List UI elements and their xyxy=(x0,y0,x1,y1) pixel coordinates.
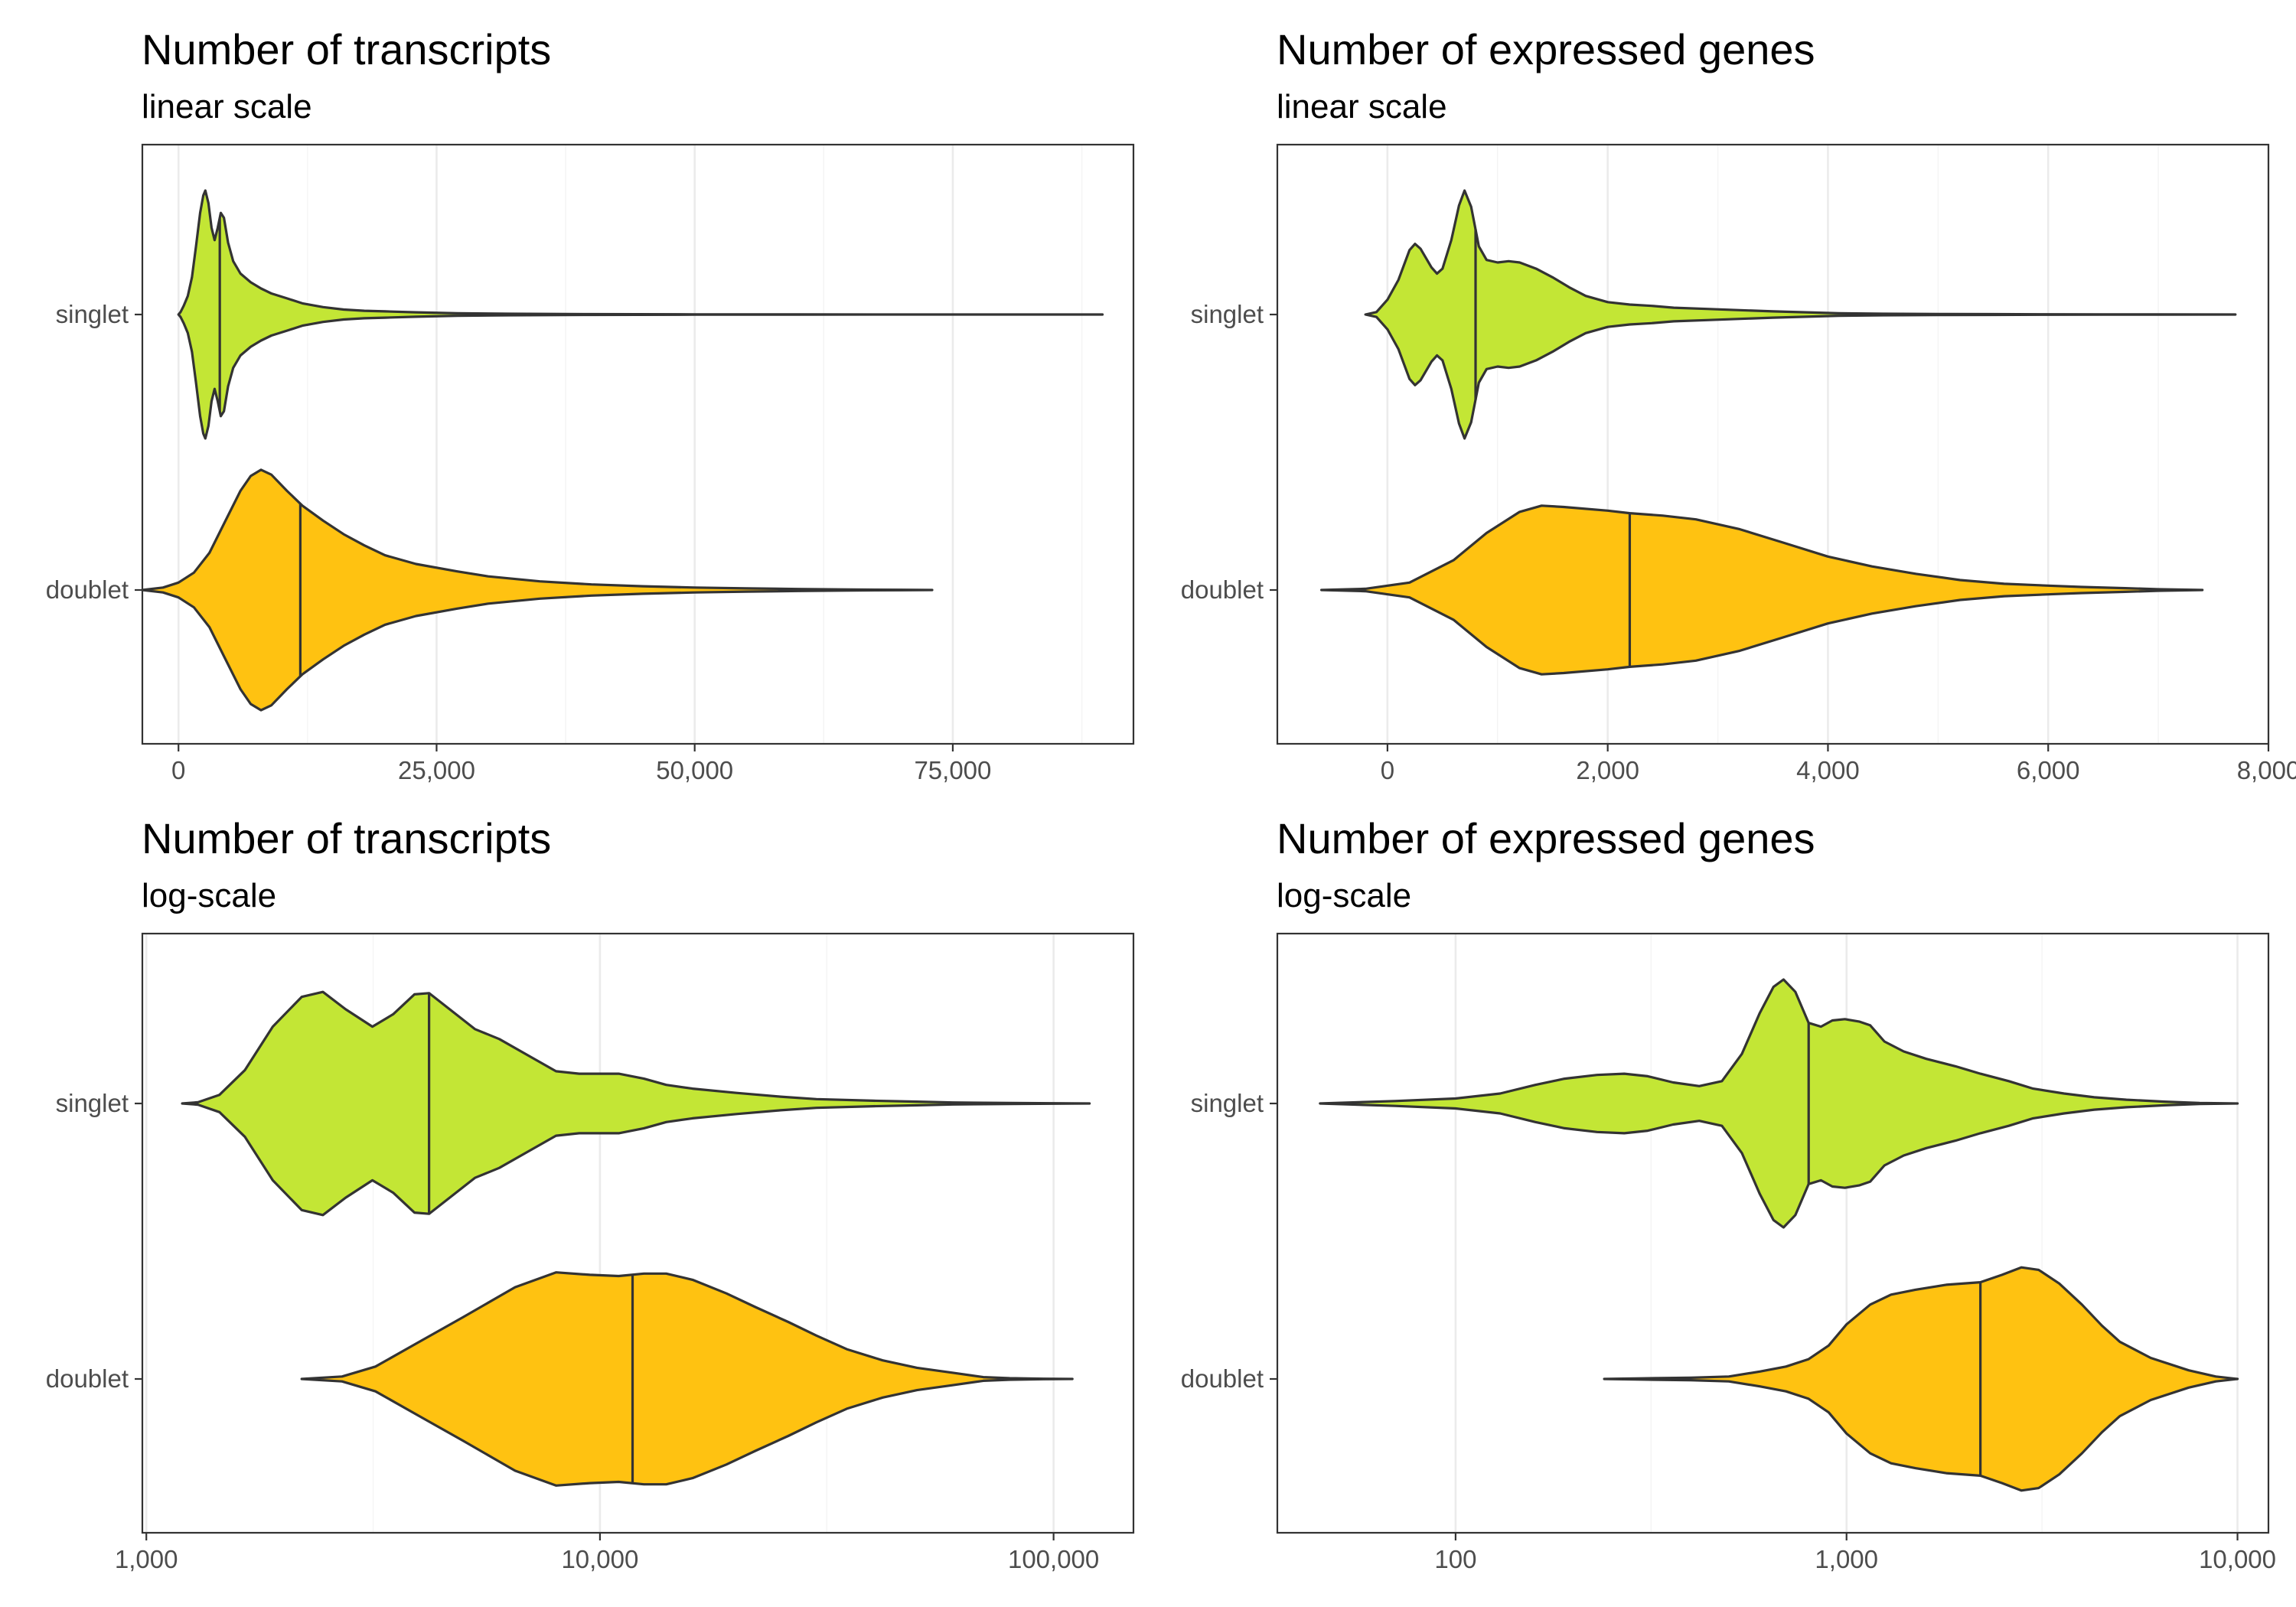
x-tick-label: 2,000 xyxy=(1576,756,1639,784)
panel-border xyxy=(141,932,1135,1534)
x-tick-label: 75,000 xyxy=(914,756,991,784)
y-tick-label: doublet xyxy=(46,1364,129,1393)
x-tick-label: 1,000 xyxy=(115,1545,178,1573)
panel-subtitle: log-scale xyxy=(1277,877,1411,914)
panel-genes-log: Number of expressed genes log-scale sing… xyxy=(1181,814,2276,1573)
y-tick-label: doublet xyxy=(46,575,129,604)
x-tick-label: 50,000 xyxy=(656,756,733,784)
panel-subtitle: log-scale xyxy=(142,877,276,914)
y-tick-label: singlet xyxy=(56,300,129,328)
x-tick-label: 10,000 xyxy=(2199,1545,2276,1573)
panel-title: Number of transcripts xyxy=(142,25,551,73)
y-tick-label: singlet xyxy=(56,1089,129,1117)
violin-singlet xyxy=(1364,189,2237,440)
y-tick-label: singlet xyxy=(1191,1089,1264,1117)
y-tick-label: doublet xyxy=(1181,575,1264,604)
x-tick-label: 100 xyxy=(1434,1545,1476,1573)
panel-title: Number of expressed genes xyxy=(1277,25,1815,73)
panel-border xyxy=(1276,932,2270,1534)
x-tick-label: 1,000 xyxy=(1815,1545,1878,1573)
violin-doublet xyxy=(141,468,934,712)
panel-border xyxy=(141,143,1135,745)
x-tick-label: 4,000 xyxy=(1796,756,1860,784)
x-tick-label: 25,000 xyxy=(398,756,475,784)
x-tick-label: 100,000 xyxy=(1008,1545,1099,1573)
violin-doublet xyxy=(300,1271,1074,1487)
panel-subtitle: linear scale xyxy=(142,88,312,125)
panel-subtitle: linear scale xyxy=(1277,88,1447,125)
panel-genes-linear: Number of expressed genes linear scale s… xyxy=(1181,25,2296,784)
panel-border xyxy=(1276,143,2270,745)
violin-singlet xyxy=(181,990,1091,1217)
violin-doublet xyxy=(1603,1266,2239,1492)
x-tick-label: 0 xyxy=(171,756,185,784)
y-tick-label: doublet xyxy=(1181,1364,1264,1393)
x-tick-label: 0 xyxy=(1381,756,1394,784)
panel-title: Number of expressed genes xyxy=(1277,814,1815,862)
panel-transcripts-log: Number of transcripts log-scale singlet d… xyxy=(46,814,1135,1573)
plot-area xyxy=(1277,145,2268,744)
violin-singlet xyxy=(1319,978,2239,1229)
panel-title: Number of transcripts xyxy=(142,814,551,862)
violin-doublet xyxy=(1320,504,2204,676)
x-tick-label: 8,000 xyxy=(2237,756,2296,784)
y-tick-label: singlet xyxy=(1191,300,1264,328)
violin-singlet xyxy=(177,189,1104,440)
x-tick-label: 6,000 xyxy=(2017,756,2080,784)
panel-transcripts-linear: Number of transcripts linear scale singl… xyxy=(46,25,1135,784)
x-tick-label: 10,000 xyxy=(561,1545,638,1573)
